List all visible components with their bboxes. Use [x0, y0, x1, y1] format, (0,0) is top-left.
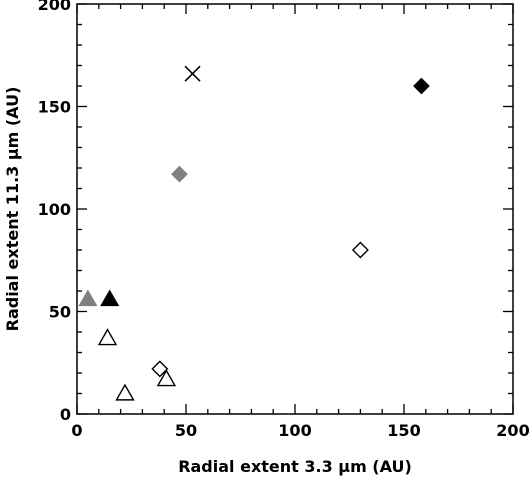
- diamond-marker: [151, 360, 169, 378]
- y-tick-label: 0: [60, 405, 71, 424]
- y-axis-title: Radial extent 11.3 μm (AU): [3, 87, 22, 332]
- plot-frame: [76, 3, 514, 415]
- diamond-marker: [171, 165, 188, 183]
- tick-labels-layer: 0 50 100 150 200 0 50 100 150 200: [38, 0, 530, 440]
- markers-layer: [78, 65, 430, 401]
- x-axis-title: Radial extent 3.3 μm (AU): [178, 457, 412, 476]
- ticks-layer: [76, 3, 514, 415]
- y-tick-label: 100: [38, 200, 71, 219]
- x-tick-label: 50: [175, 421, 197, 440]
- x-tick-label: 0: [71, 421, 82, 440]
- y-tick-label: 200: [38, 0, 71, 14]
- y-tick-label: 150: [38, 98, 71, 117]
- diamond-marker: [351, 241, 369, 259]
- x-tick-label: 100: [278, 421, 311, 440]
- x-tick-label: 200: [496, 421, 529, 440]
- diamond-marker: [413, 77, 430, 95]
- y-tick-label: 50: [49, 303, 71, 322]
- x-tick-label: 150: [387, 421, 420, 440]
- triangle-marker: [115, 383, 135, 401]
- triangle-marker: [78, 289, 98, 307]
- cross-marker: [184, 65, 201, 82]
- triangle-marker: [156, 369, 177, 387]
- triangle-marker: [100, 289, 120, 307]
- triangle-marker: [97, 328, 118, 346]
